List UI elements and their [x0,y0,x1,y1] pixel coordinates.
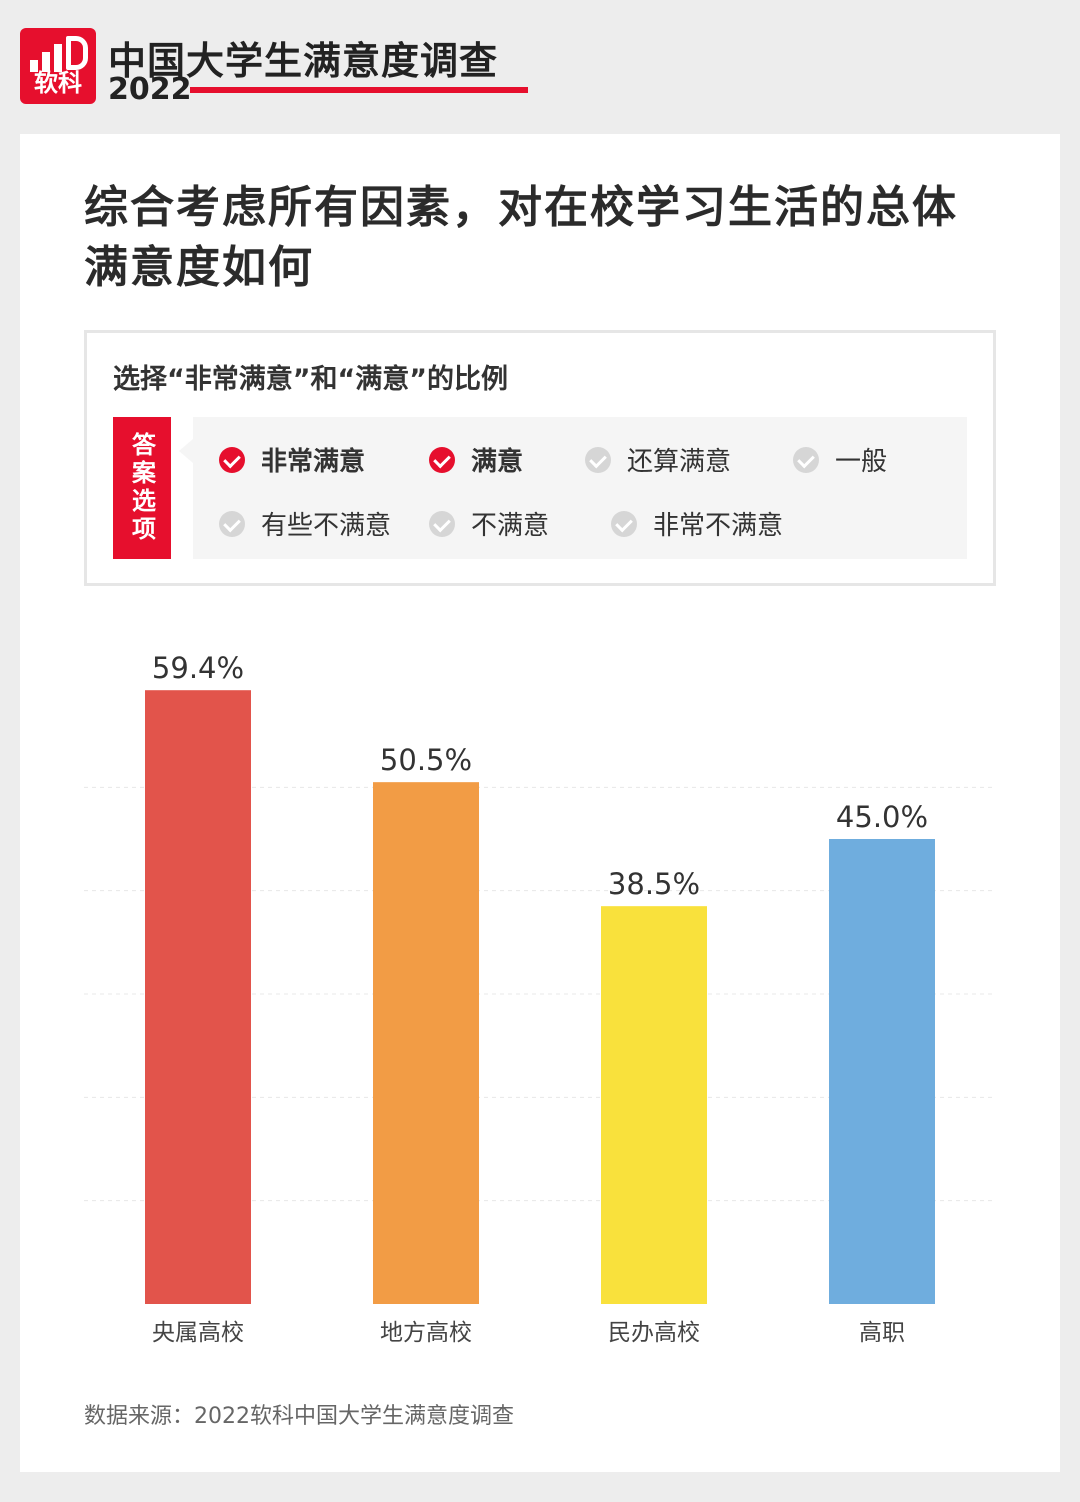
option-neutral: 一般 [793,441,887,478]
bar-0 [145,690,251,1304]
question-title: 综合考虑所有因素，对在校学习生活的总体满意度如何 [84,182,958,293]
check-icon [219,510,245,537]
check-icon [793,446,819,473]
check-icon [611,510,637,537]
option-label: 非常满意 [261,447,366,477]
logo-text: 软科 [34,69,82,97]
options-heading: 选择“非常满意”和“满意”的比例 [113,364,508,395]
option-very-satisfied: 非常满意 [219,441,365,478]
options-box: 选择“非常满意”和“满意”的比例 答案选项 非常满意 满意 还算满意 一般 [84,330,996,586]
option-very-dissatisfied: 非常不满意 [611,505,783,542]
value-label-2: 38.5% [608,867,700,901]
check-icon [585,446,611,473]
check-icon [429,510,455,537]
option-dissatisfied: 不满意 [429,505,549,542]
header-year: 2022 [108,72,192,107]
option-label: 非常不满意 [653,511,784,541]
value-label-3: 45.0% [836,800,928,834]
bar-chart: 59.4% 央属高校 50.5% 地方高校 38.5% 民办高校 45.0% 高职 [84,651,996,1346]
option-fairly-satisfied: 还算满意 [585,441,731,478]
option-label: 有些不满意 [261,511,392,541]
logo-r-icon [66,36,88,70]
category-label-0: 央属高校 [152,1320,244,1346]
header-title: 中国大学生满意度调查 [108,39,499,83]
option-satisfied: 满意 [429,441,523,478]
options-panel: 非常满意 满意 还算满意 一般 有些不满意 不满意 [179,417,967,559]
value-label-1: 50.5% [380,743,472,777]
value-label-0: 59.4% [152,651,244,685]
answer-options-tag-label: 答案选项 [127,432,156,544]
source-note: 数据来源：2022软科中国大学生满意度调查 [84,1404,514,1429]
answer-options-tag: 答案选项 [113,417,171,559]
logo: 软科 [20,28,96,104]
bar-2 [601,906,707,1304]
option-label: 一般 [835,447,888,477]
check-icon [219,446,245,473]
bar-1 [373,782,479,1304]
option-somewhat-dissatisfied: 有些不满意 [219,505,391,542]
header: 软科 中国大学生满意度调查 2022 [20,28,540,108]
option-label: 还算满意 [627,447,732,477]
category-label-1: 地方高校 [380,1320,472,1346]
category-label-2: 民办高校 [608,1320,700,1346]
category-label-3: 高职 [859,1320,905,1346]
option-label: 满意 [471,447,524,477]
check-icon [429,446,455,473]
content-card: 综合考虑所有因素，对在校学习生活的总体满意度如何 选择“非常满意”和“满意”的比… [20,134,1060,1472]
header-rule [190,87,528,93]
option-label: 不满意 [471,511,550,541]
logo-bars-icon [30,38,86,72]
bar-3 [829,839,935,1304]
